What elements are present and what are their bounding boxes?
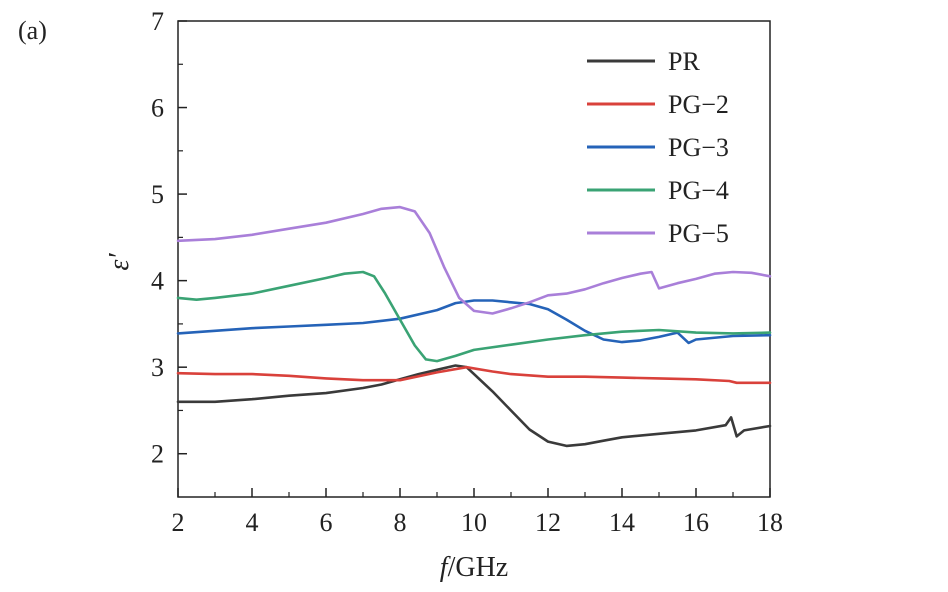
x-tick-label: 12 <box>535 508 561 537</box>
x-tick-label: 6 <box>320 508 333 537</box>
x-tick-label: 16 <box>683 508 709 537</box>
legend-label-1: PG−2 <box>668 90 729 119</box>
x-tick-label: 14 <box>609 508 635 537</box>
y-tick-label: 2 <box>151 440 164 469</box>
x-axis-label-variable: f <box>440 552 451 583</box>
series-layer <box>176 205 772 448</box>
y-tick-label: 3 <box>151 353 164 382</box>
y-tick-label: 7 <box>151 7 164 36</box>
legend-label-0: PR <box>668 47 700 76</box>
y-tick-label: 5 <box>151 180 164 209</box>
x-tick-label: 18 <box>757 508 783 537</box>
series-line-1 <box>176 365 772 385</box>
legend-label-4: PG−5 <box>668 219 729 248</box>
legend: PR PG−2 PG−3 PG−4 PG−5 <box>587 47 729 248</box>
legend-label-2: PG−3 <box>668 133 729 162</box>
y-tick-label: 4 <box>151 267 164 296</box>
series-line-4 <box>176 205 772 315</box>
x-tick-label: 4 <box>246 508 259 537</box>
series-line-0 <box>176 364 772 448</box>
x-tick-label: 2 <box>172 508 185 537</box>
series-line-2 <box>176 299 772 345</box>
x-axis-label-unit: /GHz <box>448 552 509 583</box>
panel-label: (a) <box>18 16 47 45</box>
x-tick-label: 10 <box>461 508 487 537</box>
x-tick-label: 8 <box>394 508 407 537</box>
y-axis-label: ε′ <box>104 253 135 271</box>
y-tick-label: 6 <box>151 94 164 123</box>
x-axis-label: f/GHz <box>440 552 508 583</box>
series-line-3 <box>176 270 772 363</box>
legend-label-3: PG−4 <box>668 176 729 205</box>
ticks-layer: 2 4 6 8 10 12 14 16 18 2 3 4 5 6 7 <box>151 7 783 537</box>
